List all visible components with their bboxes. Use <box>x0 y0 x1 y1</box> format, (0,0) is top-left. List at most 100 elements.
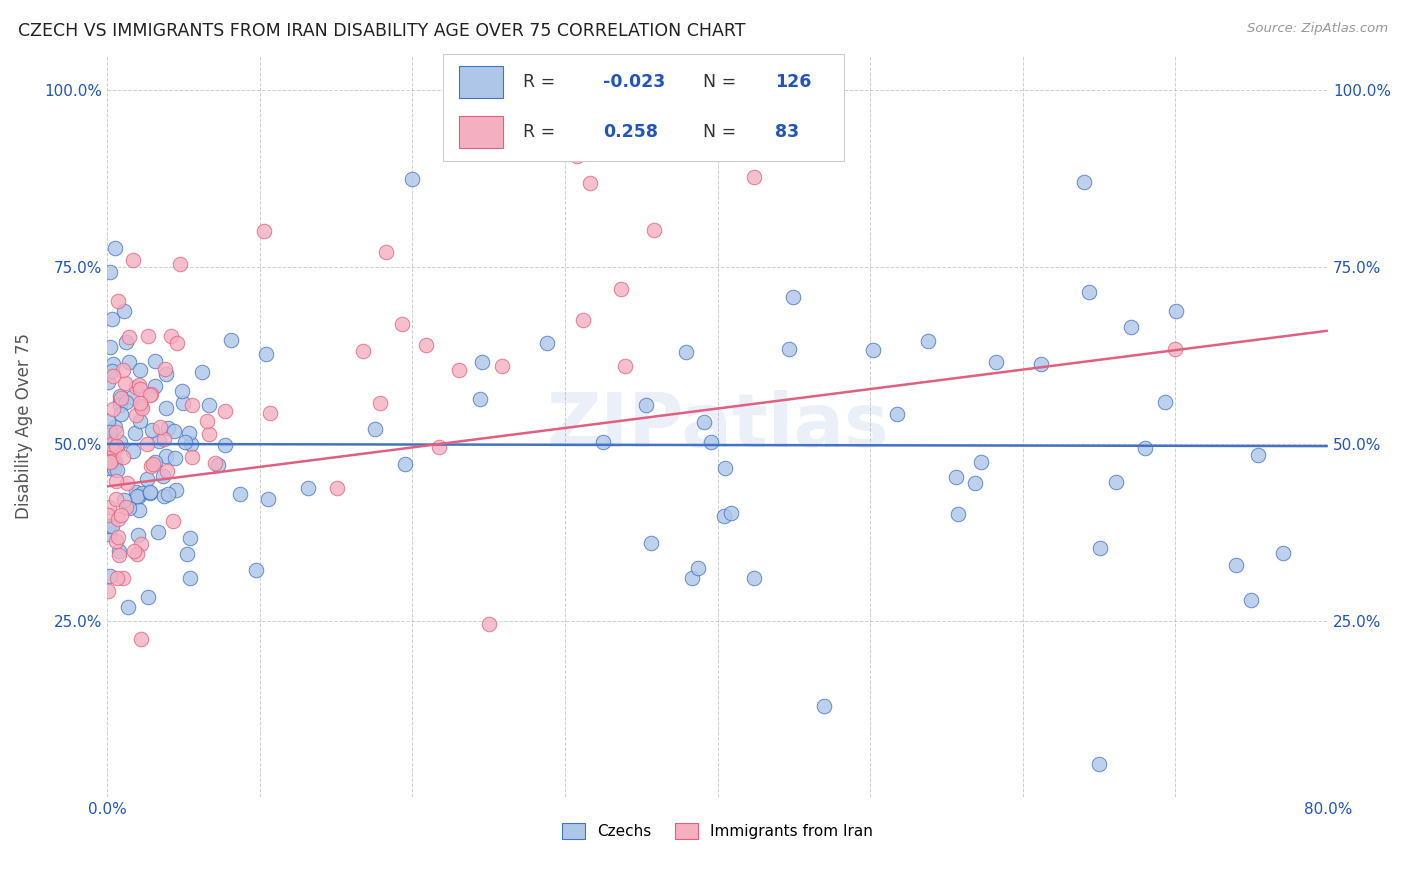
Point <box>1119 320 1142 334</box>
Point <box>970 455 993 469</box>
Point <box>610 282 633 296</box>
Point <box>578 176 600 190</box>
Point <box>813 698 835 713</box>
Point <box>121 390 143 404</box>
Point <box>174 434 197 449</box>
Point <box>862 343 884 357</box>
Point <box>471 354 494 368</box>
Point <box>118 501 141 516</box>
Point <box>259 406 281 420</box>
Point <box>128 502 150 516</box>
Point <box>686 560 709 574</box>
Point <box>105 492 128 507</box>
Point <box>111 571 134 585</box>
Point <box>204 456 226 470</box>
Point <box>675 345 697 359</box>
Point <box>100 437 122 451</box>
Point <box>179 571 201 585</box>
Point <box>180 450 202 464</box>
Point <box>374 244 396 259</box>
Point <box>117 600 139 615</box>
Point <box>368 396 391 410</box>
Point <box>153 433 176 447</box>
Point <box>139 386 162 401</box>
Point <box>108 434 131 449</box>
Point <box>115 500 138 514</box>
Point <box>613 359 636 373</box>
Point <box>110 508 132 522</box>
Point <box>98 340 121 354</box>
Point <box>145 455 167 469</box>
Text: 0.258: 0.258 <box>603 123 658 141</box>
Point <box>112 303 135 318</box>
Point <box>112 363 135 377</box>
Point <box>176 547 198 561</box>
Text: CZECH VS IMMIGRANTS FROM IRAN DISABILITY AGE OVER 75 CORRELATION CHART: CZECH VS IMMIGRANTS FROM IRAN DISABILITY… <box>18 22 745 40</box>
Y-axis label: Disability Age Over 75: Disability Age Over 75 <box>15 334 32 519</box>
Point <box>229 486 252 500</box>
Point <box>124 425 146 440</box>
Point <box>121 253 143 268</box>
Point <box>169 257 191 271</box>
Point <box>984 355 1007 369</box>
Text: R =: R = <box>523 73 555 91</box>
Point <box>214 438 236 452</box>
Text: N =: N = <box>703 123 737 141</box>
Point <box>107 294 129 309</box>
Point <box>219 333 242 347</box>
Point <box>129 537 152 551</box>
Point <box>110 407 132 421</box>
Point <box>111 450 134 465</box>
Point <box>103 443 125 458</box>
Point <box>1078 285 1101 300</box>
Point <box>114 376 136 391</box>
Point <box>634 398 657 412</box>
Point <box>155 401 177 415</box>
Point <box>198 427 221 442</box>
Point <box>886 407 908 421</box>
Point <box>742 571 765 585</box>
Text: R =: R = <box>523 123 555 141</box>
Point <box>325 482 347 496</box>
Text: 83: 83 <box>776 123 800 141</box>
Point <box>104 439 127 453</box>
Point <box>742 169 765 184</box>
Point <box>713 461 735 475</box>
Point <box>782 290 804 304</box>
Point <box>104 241 127 255</box>
Point <box>143 354 166 368</box>
Point <box>468 392 491 406</box>
Point <box>139 484 162 499</box>
FancyBboxPatch shape <box>458 66 503 98</box>
Point <box>98 519 121 533</box>
Point <box>143 379 166 393</box>
Point <box>245 563 267 577</box>
Point <box>97 584 120 599</box>
Point <box>571 313 593 327</box>
Point <box>148 525 170 540</box>
Point <box>491 359 513 373</box>
Point <box>98 265 121 279</box>
Point <box>149 419 172 434</box>
Point <box>352 343 374 358</box>
Point <box>118 329 141 343</box>
Point <box>565 149 588 163</box>
Point <box>131 485 153 500</box>
Point <box>640 535 662 549</box>
Point <box>129 396 152 410</box>
Point <box>794 90 817 104</box>
Point <box>125 380 148 394</box>
Point <box>110 398 132 412</box>
Point <box>98 527 121 541</box>
Point <box>127 490 149 504</box>
Point <box>1088 541 1111 555</box>
Point <box>165 483 187 497</box>
Point <box>254 347 277 361</box>
Point <box>141 457 163 471</box>
Point <box>105 474 128 488</box>
Point <box>394 457 416 471</box>
Point <box>166 336 188 351</box>
Point <box>101 368 124 383</box>
Point <box>141 423 163 437</box>
Point <box>155 362 177 376</box>
